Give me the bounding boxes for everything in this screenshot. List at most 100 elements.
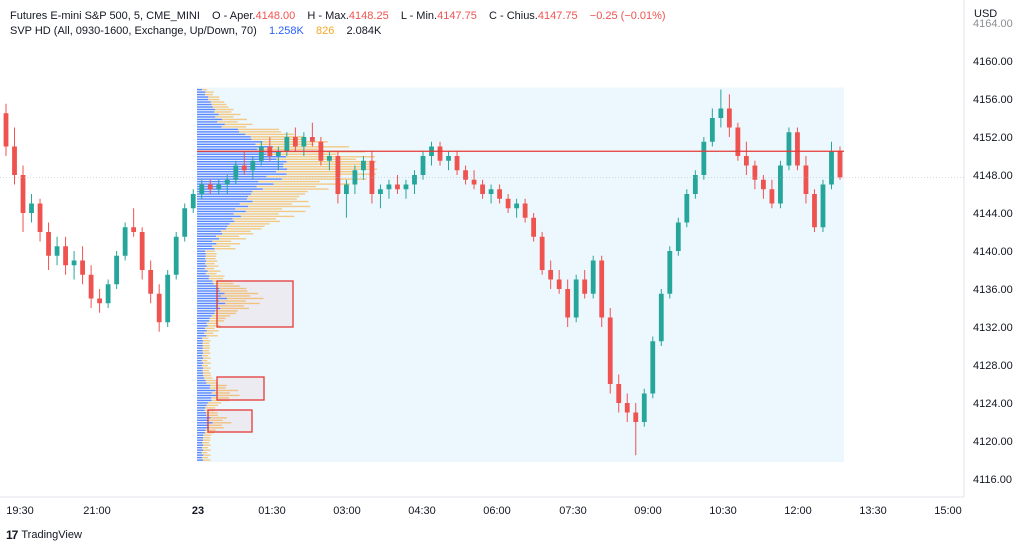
candle-up[interactable]	[361, 160, 366, 171]
candle-up[interactable]	[641, 393, 647, 423]
candle-up[interactable]	[718, 108, 724, 119]
candle-up[interactable]	[122, 227, 128, 256]
candle-up[interactable]	[216, 184, 222, 190]
candle-up[interactable]	[650, 341, 656, 394]
symbol-name[interactable]: Futures E-mini S&P 500, 5, CME_MINI	[10, 10, 200, 22]
candle-down[interactable]	[437, 146, 443, 161]
candle-up[interactable]	[233, 165, 239, 180]
candle-up[interactable]	[420, 156, 426, 175]
candle-down[interactable]	[616, 384, 622, 403]
indicator-name[interactable]: SVP HD (All, 0930-1600, Exchange, Up/Dow…	[10, 25, 257, 37]
candle-up[interactable]	[378, 189, 383, 194]
candle-down[interactable]	[565, 289, 571, 318]
candle-up[interactable]	[258, 146, 264, 161]
candle-down[interactable]	[812, 194, 817, 228]
candle-down[interactable]	[795, 132, 800, 166]
candle-down[interactable]	[97, 298, 103, 304]
candle-up[interactable]	[114, 255, 120, 285]
candle-up[interactable]	[301, 137, 307, 147]
candle-up[interactable]	[446, 156, 451, 161]
candle-down[interactable]	[156, 293, 162, 323]
candle-down[interactable]	[803, 165, 809, 195]
candle-up[interactable]	[709, 118, 715, 142]
candle-up[interactable]	[275, 151, 281, 156]
candle-up[interactable]	[344, 184, 349, 195]
candle-down[interactable]	[531, 217, 537, 237]
candle-down[interactable]	[148, 270, 154, 294]
annotation-box[interactable]	[207, 409, 253, 433]
candle-up[interactable]	[573, 279, 579, 318]
candle-up[interactable]	[54, 246, 60, 256]
candle-down[interactable]	[556, 279, 562, 290]
candle-up[interactable]	[182, 208, 188, 237]
candle-up[interactable]	[71, 260, 77, 266]
candle-up[interactable]	[675, 222, 681, 252]
candle-down[interactable]	[726, 108, 732, 128]
candle-up[interactable]	[284, 137, 290, 152]
candle-down[interactable]	[80, 260, 85, 275]
candle-down[interactable]	[139, 232, 145, 270]
candle-up[interactable]	[403, 184, 409, 190]
candle-up[interactable]	[29, 203, 34, 214]
candle-up[interactable]	[829, 151, 834, 185]
candle-down[interactable]	[395, 184, 400, 190]
candle-down[interactable]	[46, 232, 51, 256]
candle-down[interactable]	[335, 156, 341, 194]
candle-up[interactable]	[514, 203, 520, 209]
candle-down[interactable]	[309, 137, 315, 142]
candle-up[interactable]	[786, 132, 792, 166]
candle-down[interactable]	[20, 175, 26, 213]
candle-down[interactable]	[454, 156, 460, 171]
candle-down[interactable]	[131, 227, 137, 232]
candle-up[interactable]	[488, 189, 494, 194]
candle-up[interactable]	[326, 156, 332, 161]
candle-up[interactable]	[590, 260, 596, 294]
candle-up[interactable]	[224, 179, 230, 185]
candle-up[interactable]	[701, 141, 707, 175]
candle-down[interactable]	[88, 274, 94, 299]
candle-down[interactable]	[582, 279, 588, 294]
candle-up[interactable]	[667, 251, 673, 294]
candle-down[interactable]	[292, 137, 298, 147]
candle-down[interactable]	[837, 151, 843, 178]
candle-up[interactable]	[658, 293, 664, 342]
candle-down[interactable]	[522, 203, 528, 218]
candle-down[interactable]	[539, 236, 545, 270]
candle-down[interactable]	[369, 160, 375, 194]
candle-down[interactable]	[624, 403, 630, 413]
candle-down[interactable]	[497, 189, 502, 199]
candle-up[interactable]	[190, 194, 196, 209]
candle-up[interactable]	[250, 160, 256, 171]
candle-down[interactable]	[12, 146, 17, 176]
candle-up[interactable]	[386, 184, 392, 190]
candle-up[interactable]	[778, 165, 783, 204]
candle-down[interactable]	[480, 184, 485, 195]
candle-down[interactable]	[607, 317, 613, 385]
candle-down[interactable]	[752, 165, 758, 180]
candle-down[interactable]	[37, 203, 43, 233]
candle-up[interactable]	[820, 184, 826, 228]
candle-down[interactable]	[599, 260, 605, 318]
candle-down[interactable]	[63, 246, 68, 266]
candle-up[interactable]	[684, 194, 690, 223]
annotation-box[interactable]	[216, 280, 294, 328]
candle-up[interactable]	[412, 175, 417, 185]
candle-down[interactable]	[463, 170, 468, 180]
candle-down[interactable]	[743, 156, 749, 166]
candle-down[interactable]	[548, 270, 554, 280]
candle-down[interactable]	[241, 165, 247, 171]
candle-down[interactable]	[769, 189, 775, 204]
candle-up[interactable]	[165, 274, 171, 323]
tradingview-logo[interactable]: 17 TradingView	[6, 528, 82, 542]
candle-up[interactable]	[173, 236, 179, 275]
candle-down[interactable]	[3, 113, 9, 147]
candle-down[interactable]	[471, 179, 477, 185]
candle-down[interactable]	[761, 179, 766, 190]
candle-down[interactable]	[735, 127, 741, 157]
candle-down[interactable]	[633, 412, 639, 423]
candle-down[interactable]	[207, 184, 213, 190]
candle-up[interactable]	[692, 175, 698, 194]
candle-up[interactable]	[199, 184, 205, 195]
candle-down[interactable]	[505, 198, 511, 209]
